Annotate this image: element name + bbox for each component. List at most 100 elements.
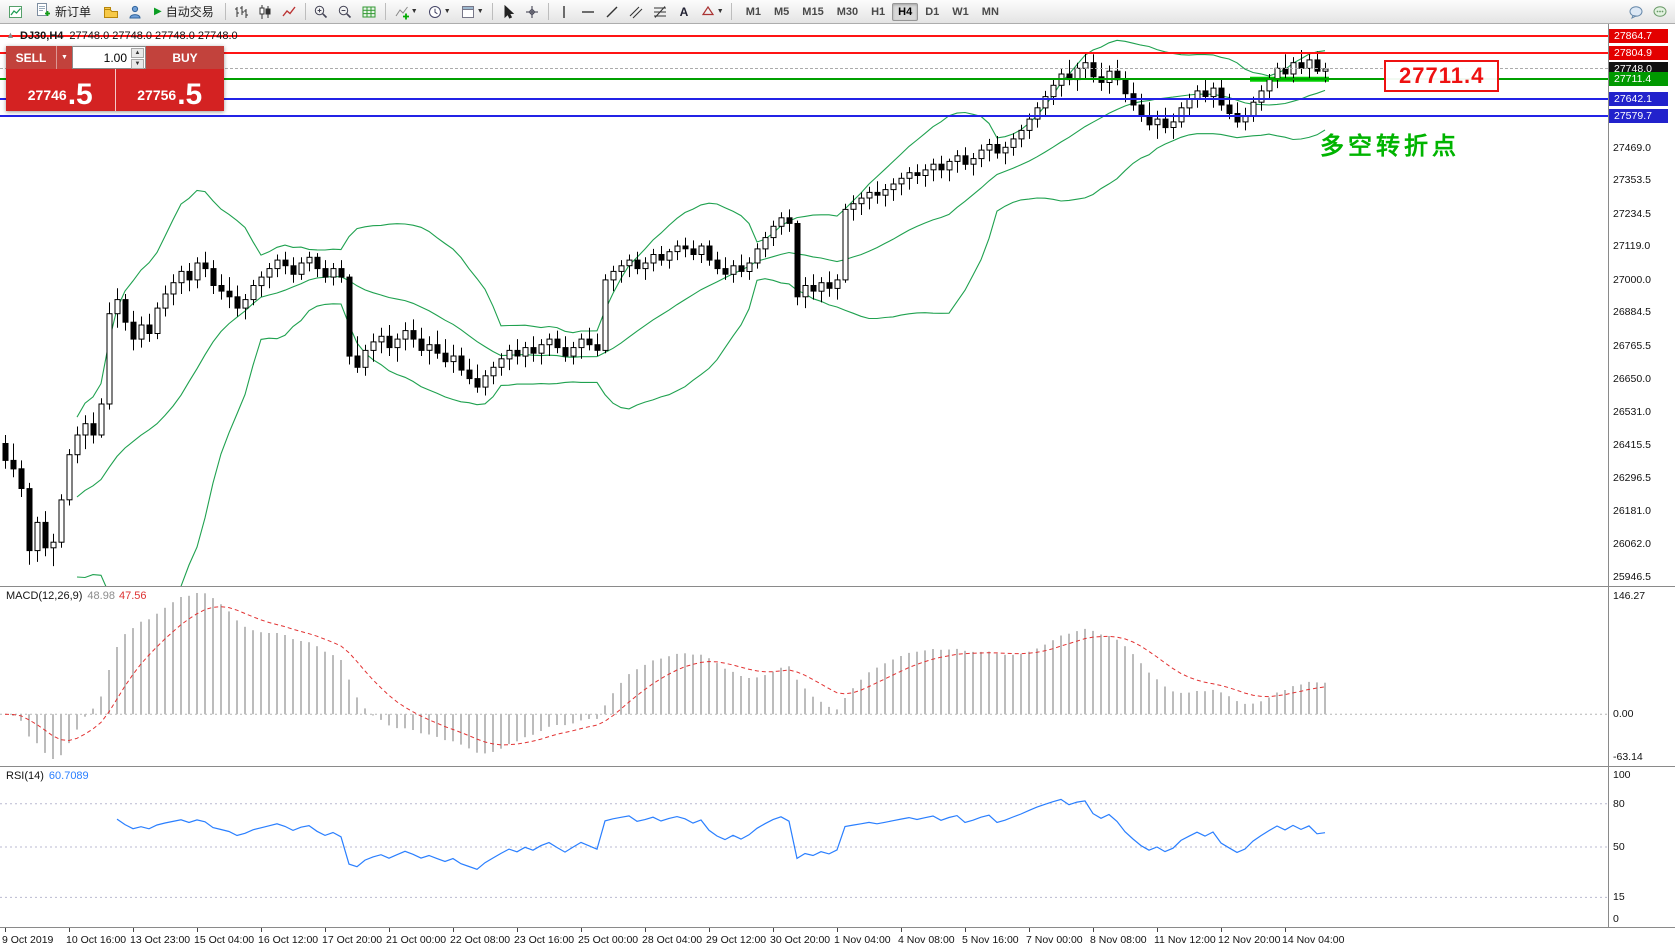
- price-tag-27804.9: 27804.9: [1609, 45, 1668, 60]
- macd-axis-label: 146.27: [1613, 590, 1646, 602]
- time-axis-tick: [1157, 928, 1158, 932]
- timeframe-m15[interactable]: M15: [802, 5, 824, 18]
- buy-price-frac: .5: [177, 78, 203, 111]
- time-axis-tick: [261, 928, 262, 932]
- channel-icon[interactable]: [625, 1, 648, 23]
- price-tag-27711.4: 27711.4: [1609, 72, 1668, 87]
- price-axis-label: 26062.0: [1613, 538, 1651, 551]
- periods-icon[interactable]: ▼: [423, 1, 455, 23]
- price-tag-27579.7: 27579.7: [1609, 109, 1668, 124]
- price-callout-label[interactable]: 27711.4: [1384, 60, 1500, 92]
- candlestick-icon[interactable]: [254, 1, 277, 23]
- time-axis-tick: [69, 928, 70, 932]
- grid-icon[interactable]: [358, 1, 381, 23]
- price-axis-label: 26531.0: [1613, 406, 1651, 419]
- macd-name: MACD(12,26,9): [6, 590, 83, 602]
- bar-chart-icon[interactable]: [230, 1, 253, 23]
- macd-panel-chart[interactable]: [0, 587, 1608, 765]
- toolbar-separator: [384, 3, 386, 20]
- toolbar-separator: [547, 3, 549, 20]
- price-axis[interactable]: [1608, 24, 1675, 927]
- indicators-icon[interactable]: ▼: [390, 1, 422, 23]
- layouts-icon[interactable]: [99, 1, 122, 23]
- level-line-27642.1[interactable]: [0, 97, 1608, 100]
- time-axis-tick: [5, 928, 6, 932]
- volume-decrease-button[interactable]: ▼: [131, 59, 144, 69]
- zoom-in-icon[interactable]: [310, 1, 333, 23]
- timeframe-w1[interactable]: W1: [952, 5, 969, 18]
- toolbar-separator: [730, 3, 732, 20]
- notifications-icon[interactable]: [1624, 1, 1647, 23]
- cursor-icon[interactable]: [497, 1, 520, 23]
- rsi-panel-separator[interactable]: [0, 766, 1675, 767]
- autotrade-button[interactable]: ▶ 自动交易: [147, 1, 221, 23]
- macd-main-value: 48.98: [87, 590, 115, 602]
- text-tool-icon[interactable]: A: [673, 1, 696, 23]
- level-line-27711.4[interactable]: [0, 78, 1608, 81]
- buy-price-main: 27756: [137, 87, 177, 103]
- app-chart-icon[interactable]: [4, 1, 27, 23]
- level-line-27804.9[interactable]: [0, 51, 1608, 54]
- macd-axis-label: -63.14: [1613, 751, 1643, 763]
- autotrade-label: 自动交易: [165, 5, 214, 19]
- chart-title: DJ30,H4 27748.0 27748.0 27748.0 27748.0: [20, 30, 238, 42]
- time-axis-label: 14 Nov 04:00: [1282, 934, 1345, 946]
- chart-annotation[interactable]: 多空转折点: [1320, 133, 1460, 160]
- trendline-icon[interactable]: [601, 1, 624, 23]
- rsi-panel-chart[interactable]: [0, 767, 1608, 927]
- level-line-27864.7[interactable]: [0, 35, 1608, 37]
- volume-input[interactable]: [73, 49, 130, 66]
- timeframe-h4[interactable]: H4: [892, 2, 919, 21]
- timeframe-m30[interactable]: M30: [836, 5, 859, 18]
- new-order-button[interactable]: 新订单: [28, 1, 98, 23]
- sell-options-dropdown[interactable]: ▼: [56, 46, 72, 69]
- chat-icon[interactable]: [1648, 1, 1671, 23]
- ohlc-values: 27748.0 27748.0 27748.0 27748.0: [69, 30, 238, 42]
- buy-button[interactable]: BUY: [146, 46, 224, 69]
- macd-panel-separator[interactable]: [0, 586, 1675, 587]
- vertical-line-icon[interactable]: [553, 1, 576, 23]
- price-tag-27864.7: 27864.7: [1609, 29, 1668, 43]
- price-axis-label: 26415.5: [1613, 438, 1651, 451]
- timeframe-d1[interactable]: D1: [925, 5, 940, 18]
- volume-increase-button[interactable]: ▲: [131, 48, 144, 58]
- time-axis-tick: [133, 928, 134, 932]
- line-chart-icon[interactable]: [278, 1, 301, 23]
- sell-button[interactable]: SELL: [6, 46, 56, 69]
- time-axis-label: 22 Oct 08:00: [450, 934, 511, 946]
- rsi-axis-label: 50: [1613, 841, 1625, 853]
- price-axis-label: 27353.5: [1613, 174, 1651, 187]
- timeframe-h1[interactable]: H1: [871, 5, 886, 18]
- timeframe-m1[interactable]: M1: [745, 5, 762, 18]
- templates-icon[interactable]: ▼: [456, 1, 488, 23]
- timeframe-m5[interactable]: M5: [774, 5, 790, 18]
- time-axis-label: 10 Oct 16:00: [66, 934, 127, 946]
- time-axis-label: 13 Oct 23:00: [130, 934, 191, 946]
- price-axis-label: 26765.5: [1613, 340, 1651, 352]
- price-axis-label: 27234.5: [1613, 207, 1651, 220]
- rsi-name: RSI(14): [6, 770, 44, 782]
- time-axis-tick: [453, 928, 454, 932]
- time-axis-tick: [1029, 928, 1030, 932]
- horizontal-line-icon[interactable]: [577, 1, 600, 23]
- time-axis-tick: [1285, 928, 1286, 932]
- level-line-27579.7[interactable]: [0, 115, 1608, 118]
- time-axis-tick: [773, 928, 774, 932]
- time-axis-tick: [197, 928, 198, 932]
- time-axis-tick: [517, 928, 518, 932]
- collapse-panel-icon[interactable]: ▲: [6, 30, 15, 40]
- crosshair-icon[interactable]: [521, 1, 544, 23]
- rsi-value: 60.7089: [48, 770, 89, 782]
- sell-price-display[interactable]: 27746 .5: [6, 69, 116, 111]
- profile-icon[interactable]: [123, 1, 146, 23]
- fibonacci-icon[interactable]: [649, 1, 672, 23]
- price-chart[interactable]: [0, 24, 1608, 586]
- price-axis-label: 27119.0: [1613, 240, 1651, 253]
- macd-label: MACD(12,26,9) 48.98 47.56: [6, 590, 146, 602]
- zoom-out-icon[interactable]: [334, 1, 357, 23]
- shapes-icon[interactable]: ▼: [697, 1, 727, 23]
- timeframe-mn[interactable]: MN: [981, 5, 999, 18]
- buy-price-display[interactable]: 27756 .5: [116, 69, 225, 111]
